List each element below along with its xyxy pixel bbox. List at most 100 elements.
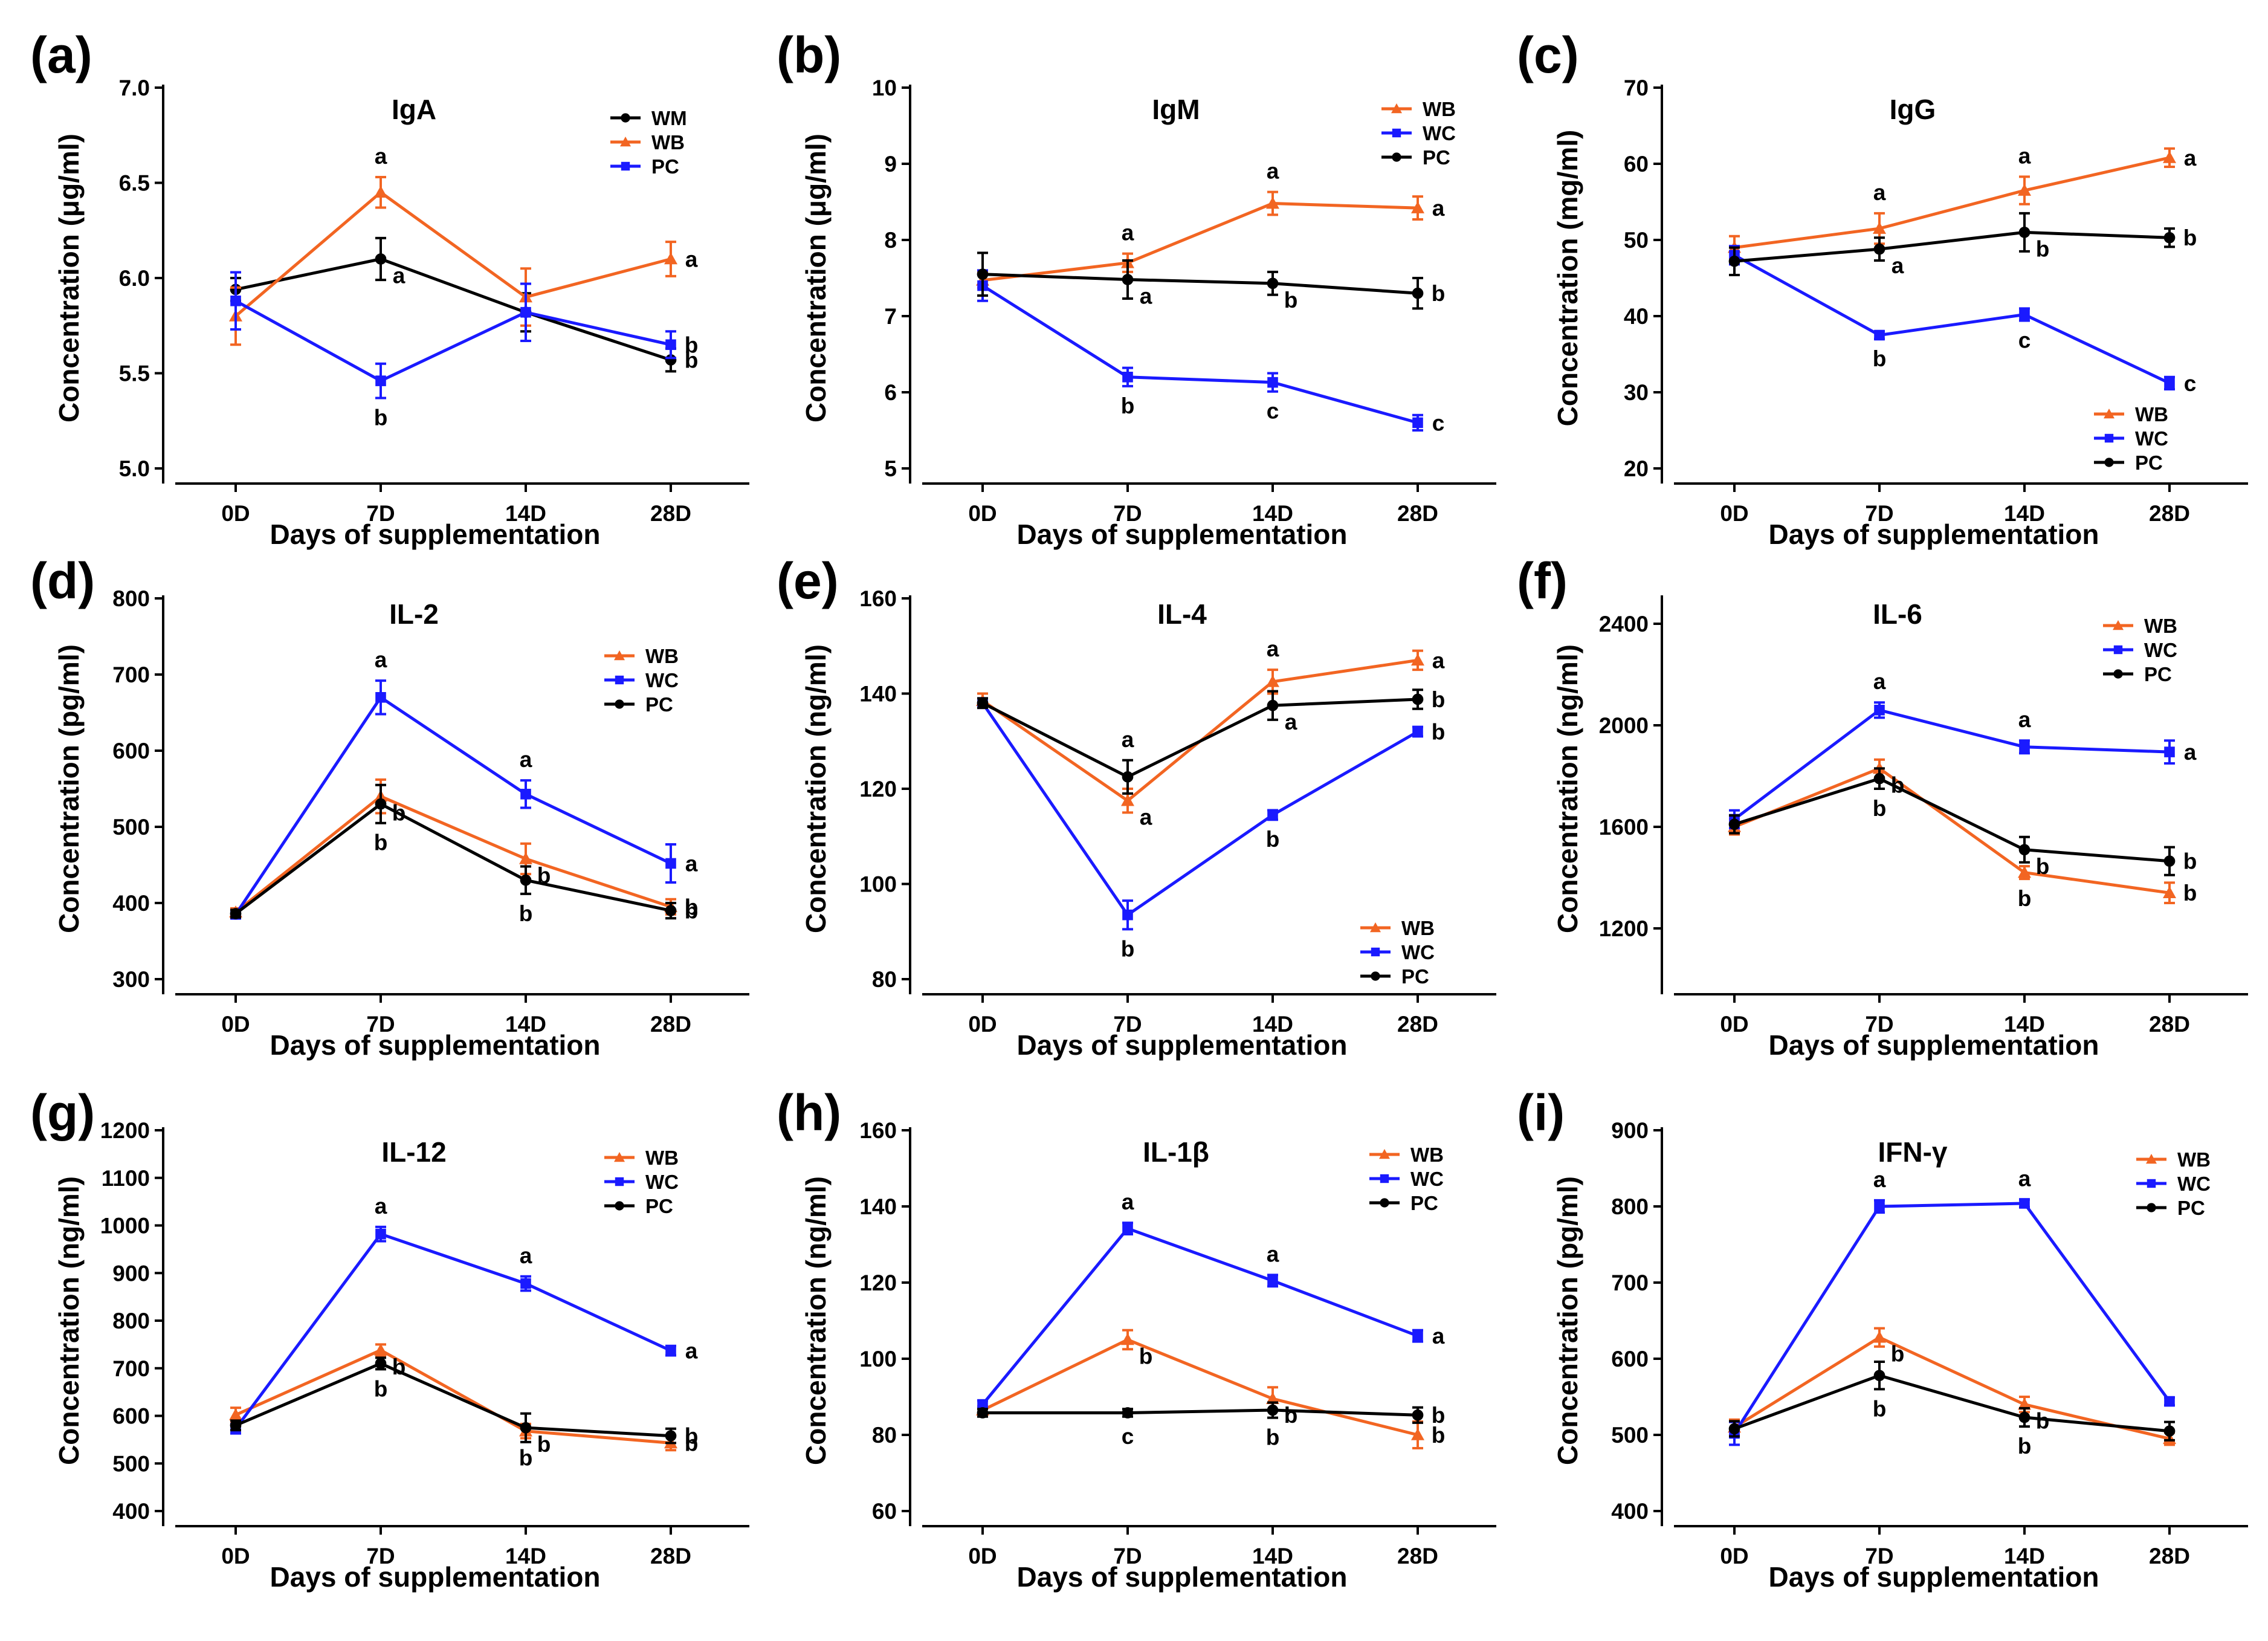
point-marker (2018, 184, 2031, 196)
significance-letter: a (375, 647, 387, 672)
point-marker (2018, 227, 2031, 238)
chart-title: IgM (1152, 94, 1200, 125)
point-marker (665, 905, 677, 916)
x-tick-label: 14D (1252, 501, 1293, 526)
y-axis-label: Concentration (ng/ml) (53, 1176, 85, 1465)
x-tick-label: 14D (505, 1544, 546, 1568)
series-pc: a b b (1728, 212, 2197, 278)
point-marker (1411, 201, 1424, 213)
point-marker (375, 253, 387, 265)
point-marker (1371, 971, 1380, 981)
chart-panel-3: (c) IgG 20 30 40 50 60 70 0D 7D 14D 28D Days of supp… (1517, 27, 2248, 550)
x-tick-label: 28D (1397, 501, 1438, 526)
significance-letter: b (1891, 1342, 1905, 1367)
chart-panel-4: (d) IL-2 300 400 500 600 700 800 0D 7D 14D 28D Days … (30, 552, 749, 1061)
chart-panel-6: (f) IL-6 1200 1600 2000 2400 0D 7D 14D 28D Days of… (1517, 552, 2248, 1061)
point-marker (1371, 947, 1380, 957)
significance-letter: a (1122, 1189, 1134, 1214)
significance-letter: a (1285, 710, 1297, 734)
point-marker (2164, 1396, 2175, 1407)
y-tick-label: 6 (884, 380, 897, 405)
point-marker (1874, 705, 1885, 716)
series-line (982, 273, 1418, 295)
y-tick-label: 140 (859, 1194, 897, 1219)
series-wc: b b b (977, 697, 1445, 961)
x-tick-label: 0D (221, 1012, 250, 1037)
series-line (234, 695, 672, 916)
point-marker (1380, 1174, 1389, 1183)
point-marker (2019, 741, 2030, 753)
x-axis-label: Days of supplementation (270, 1029, 601, 1061)
y-tick-label: 1600 (1599, 815, 1649, 840)
legend-label: WB (645, 645, 679, 667)
chart-title: IFN-γ (1878, 1136, 1948, 1168)
significance-letter: b (1873, 796, 1887, 821)
point-marker (2163, 855, 2176, 867)
significance-letter: b (1139, 1344, 1153, 1369)
x-tick-label: 28D (2149, 501, 2190, 526)
y-tick-label: 5.0 (119, 456, 150, 481)
y-tick-label: 1200 (1599, 916, 1649, 941)
significance-letter: b (1432, 281, 1446, 306)
series-line (234, 802, 671, 915)
y-tick-label: 500 (112, 815, 150, 840)
significance-letter: b (1873, 346, 1887, 371)
y-tick-label: 5.5 (119, 361, 150, 386)
significance-letter: a (1873, 1167, 1886, 1192)
x-tick-label: 28D (2149, 1544, 2190, 1568)
point-marker (519, 852, 532, 864)
x-tick-label: 28D (650, 1544, 691, 1568)
y-tick-label: 700 (112, 1356, 150, 1381)
y-tick-label: 600 (112, 1404, 150, 1429)
point-marker (2163, 151, 2176, 163)
significance-letter: b (2036, 854, 2050, 879)
point-marker (621, 161, 630, 171)
significance-letter: a (1267, 1241, 1279, 1266)
point-marker (1121, 1333, 1134, 1345)
y-tick-label: 50 (1624, 228, 1649, 253)
y-tick-label: 20 (1624, 456, 1649, 481)
significance-letter: a (685, 851, 698, 876)
panel-label: (i) (1517, 1084, 1565, 1141)
y-tick-label: 800 (112, 1309, 150, 1333)
significance-letter: b (1121, 393, 1135, 418)
point-marker (615, 675, 624, 685)
series-line (981, 1338, 1418, 1437)
legend-label: WC (645, 1171, 679, 1193)
significance-letter: a (1267, 636, 1279, 661)
x-axis-label: Days of supplementation (270, 1561, 601, 1593)
series-wc: a a a (977, 1189, 1445, 1410)
series-wb: a a a (976, 159, 1445, 290)
legend-label: WC (645, 669, 679, 691)
legend-label: WB (2177, 1148, 2211, 1171)
point-marker (1379, 1149, 1390, 1159)
point-marker (1873, 243, 1885, 255)
y-axis-label: Concentration (μg/ml) (800, 134, 832, 422)
legend-label: WC (2144, 639, 2177, 661)
y-tick-label: 40 (1624, 304, 1649, 329)
legend-label: PC (2177, 1197, 2205, 1219)
x-tick-label: 7D (1865, 1544, 1893, 1568)
chart-panel-7: (g) IL-12 400 500 600 700 800 900 1000 1100 1200 0D… (30, 1084, 749, 1593)
y-tick-label: 5 (884, 456, 897, 481)
series-wb: b b b (229, 778, 698, 919)
chart-panel-5: (e) IL-4 80 100 120 140 160 0D 7D 14D 28D Days of s… (777, 552, 1496, 1061)
significance-letter: a (1892, 253, 1904, 278)
point-marker (1267, 377, 1278, 388)
x-tick-label: 7D (366, 1544, 395, 1568)
significance-letter: b (685, 348, 699, 372)
y-tick-label: 10 (872, 76, 897, 100)
point-marker (375, 375, 386, 386)
point-marker (1122, 274, 1134, 285)
significance-letter: a (1432, 196, 1445, 221)
significance-letter: b (392, 1355, 406, 1379)
y-tick-label: 600 (1611, 1347, 1649, 1371)
legend-label: WC (1401, 941, 1435, 963)
y-axis-label: Concentration (ng/ml) (1552, 644, 1583, 933)
point-marker (2019, 309, 2030, 320)
y-tick-label: 6.5 (119, 171, 150, 196)
significance-letter: b (1266, 827, 1280, 852)
